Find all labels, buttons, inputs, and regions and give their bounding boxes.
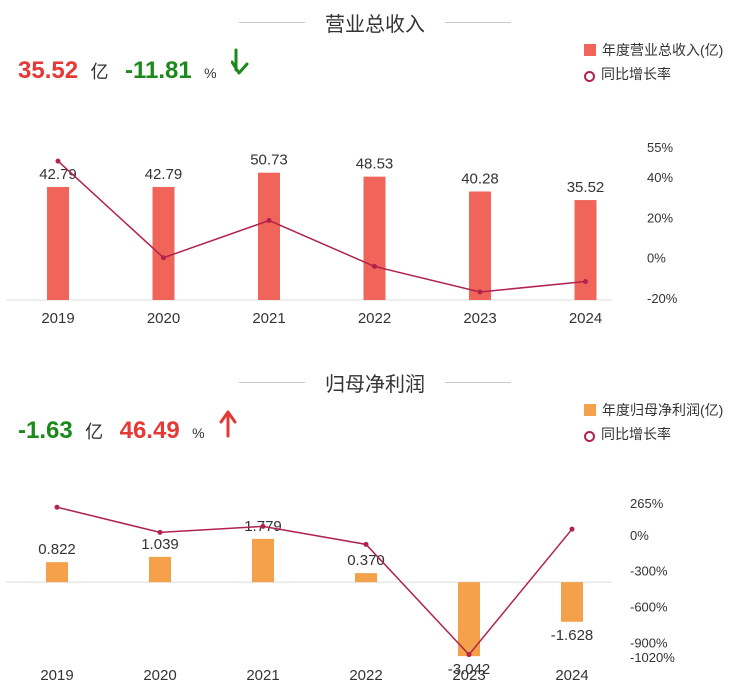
bar-2021 bbox=[252, 538, 274, 583]
bar-label-2020: 1.039 bbox=[141, 536, 179, 553]
up-arrow-icon bbox=[219, 408, 237, 443]
net-profit-latest-value: -1.63 bbox=[18, 417, 73, 444]
growth-point-2019 bbox=[55, 158, 61, 164]
growth-point-2021 bbox=[260, 523, 266, 529]
growth-point-2024 bbox=[569, 526, 575, 532]
bar-2021 bbox=[258, 172, 280, 300]
x-tick-label-2022: 2022 bbox=[358, 310, 391, 327]
net-profit-chart: 0.82220191.03920201.77920210.3702022-3.0… bbox=[6, 496, 675, 684]
x-tick-label-2019: 2019 bbox=[41, 310, 74, 327]
legend-line-marker bbox=[584, 71, 595, 82]
revenue-chart-panel: 42.79 2019 42.79 2020 50.73 2021 48.53 2022 40.2… bbox=[0, 0, 750, 345]
growth-point-2023 bbox=[466, 652, 472, 658]
right-tick-label-4: -20% bbox=[647, 291, 678, 306]
x-tick-label-2020: 2020 bbox=[143, 667, 176, 684]
growth-point-2022 bbox=[372, 263, 377, 269]
legend-bar-swatch bbox=[584, 44, 596, 56]
revenue-latest-value: 35.52 bbox=[18, 57, 79, 84]
right-tick-label-2: 20% bbox=[647, 210, 673, 225]
net-profit-value-unit: 亿 bbox=[85, 422, 104, 442]
net-profit-legend: 年度归母净利润(亿) 同比增长率 bbox=[584, 398, 723, 446]
bar-label-2024: 35.52 bbox=[567, 179, 605, 196]
x-tick-label-2019: 2019 bbox=[40, 667, 73, 684]
growth-rate-line bbox=[57, 160, 586, 293]
down-arrow-icon bbox=[230, 48, 249, 83]
right-tick-label-3: -600% bbox=[630, 600, 668, 615]
legend-bar-label: 年度归母净利润(亿) bbox=[602, 402, 724, 418]
legend-bar-label: 年度营业总收入(亿) bbox=[602, 42, 724, 58]
x-tick-label-2023: 2023 bbox=[452, 667, 485, 684]
revenue-value-unit: 亿 bbox=[90, 62, 109, 82]
x-tick-label-2023: 2023 bbox=[463, 310, 496, 327]
x-tick-label-2021: 2021 bbox=[252, 310, 285, 327]
bar-2023 bbox=[469, 191, 491, 300]
bar-label-2024: -1.628 bbox=[551, 627, 594, 644]
legend-bar-swatch bbox=[584, 404, 596, 416]
growth-point-2022 bbox=[363, 541, 369, 547]
revenue-change-unit: % bbox=[204, 65, 217, 81]
bar-2019 bbox=[46, 562, 68, 583]
right-tick-label-1: 0% bbox=[630, 528, 649, 543]
right-tick-label-1: 40% bbox=[647, 170, 673, 185]
x-tick-label-2022: 2022 bbox=[349, 667, 382, 684]
legend-item-revenue-bar[interactable]: 年度营业总收入(亿) bbox=[584, 38, 723, 62]
bar-2024 bbox=[561, 582, 583, 622]
revenue-legend: 年度营业总收入(亿) 同比增长率 bbox=[584, 38, 723, 86]
legend-line-label: 同比增长率 bbox=[601, 426, 671, 442]
title-rule-left bbox=[238, 22, 305, 23]
net-profit-yoy-change: 46.49 bbox=[119, 417, 180, 444]
growth-point-2023 bbox=[477, 289, 483, 295]
net-profit-chart-title: 归母净利润 bbox=[325, 374, 425, 396]
bar-label-2022: 48.53 bbox=[356, 156, 394, 173]
right-tick-label-0: 55% bbox=[647, 140, 673, 155]
title-rule-right bbox=[445, 382, 512, 383]
x-tick-label-2021: 2021 bbox=[246, 667, 279, 684]
bar-label-2020: 42.79 bbox=[145, 166, 183, 183]
bar-label-2023: -3.042 bbox=[448, 661, 491, 678]
bar-label-2019: 0.822 bbox=[38, 541, 76, 558]
right-tick-label-3: 0% bbox=[647, 251, 666, 266]
net-profit-change-unit: % bbox=[192, 425, 205, 441]
revenue-chart-title: 营业总收入 bbox=[325, 14, 425, 36]
growth-point-2020 bbox=[161, 255, 166, 261]
x-tick-label-2020: 2020 bbox=[147, 310, 180, 327]
right-tick-label-5: -1020% bbox=[630, 650, 675, 665]
right-tick-label-4: -900% bbox=[630, 636, 668, 651]
bar-2020 bbox=[152, 186, 175, 300]
legend-item-net-profit-bar[interactable]: 年度归母净利润(亿) bbox=[584, 398, 723, 422]
net-profit-summary: -1.63 亿 46.49 % bbox=[18, 408, 237, 445]
legend-item-net-profit-growth[interactable]: 同比增长率 bbox=[584, 422, 723, 446]
legend-line-marker bbox=[584, 431, 595, 442]
bar-2022 bbox=[355, 573, 377, 583]
title-rule-right bbox=[445, 22, 512, 23]
growth-point-2019 bbox=[54, 504, 60, 510]
growth-point-2024 bbox=[583, 279, 588, 285]
bar-label-2021: 50.73 bbox=[250, 152, 288, 169]
net-profit-title-row: 归母净利润 bbox=[0, 368, 750, 397]
bar-2022 bbox=[363, 176, 386, 300]
revenue-summary: 35.52 亿 -11.81 % bbox=[18, 48, 249, 85]
bar-label-2022: 0.370 bbox=[347, 552, 385, 569]
net-profit-chart-panel: 0.82220191.03920201.77920210.3702022-3.0… bbox=[0, 360, 750, 695]
bar-label-2019: 42.79 bbox=[39, 166, 77, 183]
bar-2019 bbox=[47, 186, 69, 300]
bar-label-2023: 40.28 bbox=[461, 170, 499, 187]
legend-item-revenue-growth[interactable]: 同比增长率 bbox=[584, 62, 723, 86]
growth-point-2021 bbox=[266, 217, 272, 223]
right-tick-label-0: 265% bbox=[630, 496, 664, 511]
revenue-chart: 42.79 2019 42.79 2020 50.73 2021 48.53 2022 40.2… bbox=[6, 140, 678, 327]
growth-rate-line bbox=[56, 506, 573, 656]
revenue-title-row: 营业总收入 bbox=[0, 8, 750, 37]
revenue-yoy-change: -11.81 bbox=[124, 57, 192, 84]
bar-2023 bbox=[458, 582, 480, 657]
x-tick-label-2024: 2024 bbox=[555, 667, 588, 684]
x-tick-label-2024: 2024 bbox=[569, 310, 602, 327]
growth-point-2020 bbox=[157, 529, 163, 535]
bar-2020 bbox=[149, 556, 171, 583]
bar-2024 bbox=[574, 200, 597, 300]
legend-line-label: 同比增长率 bbox=[601, 66, 671, 82]
right-tick-label-2: -300% bbox=[630, 564, 668, 579]
title-rule-left bbox=[238, 382, 305, 383]
